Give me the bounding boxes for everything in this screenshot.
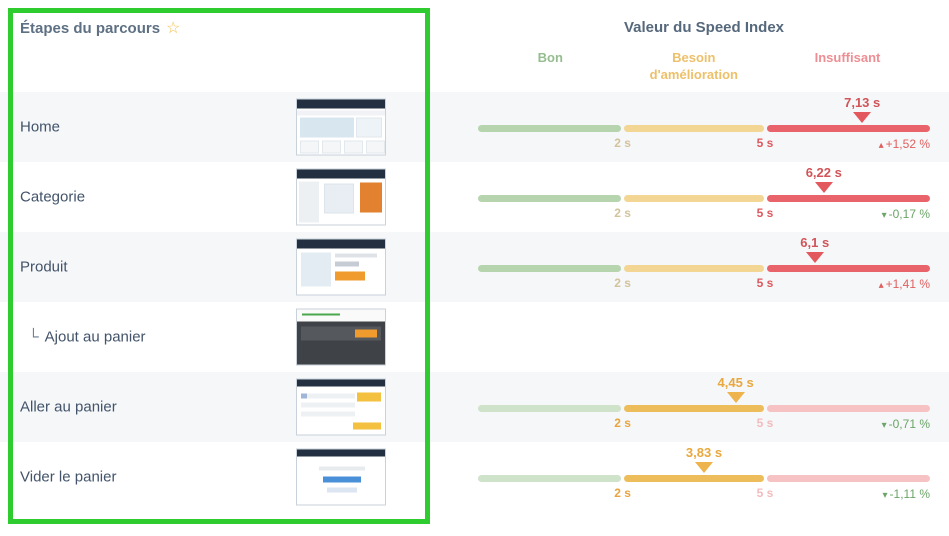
journey-rows: Home 7,13 s 2 s 5 s ▴ +1,52 % Categorie (0, 92, 949, 512)
marker-triangle-icon (805, 252, 824, 263)
step-label: Produit (20, 258, 68, 276)
step-label: Vider le panier (20, 468, 117, 486)
gauge-bar (478, 405, 931, 412)
page-thumbnail[interactable] (296, 98, 386, 156)
speed-index-value: 6,22 s (805, 165, 842, 180)
tick-2s: 2 s (614, 486, 631, 500)
speed-index-value: 3,83 s (685, 445, 723, 460)
segment-insufficient (767, 405, 931, 412)
zone-label-insufficient: Insuffisant (814, 50, 881, 65)
journey-row-aller-au-panier: Aller au panier 4,45 s 2 s 5 s ▾ -0,71 % (0, 372, 949, 442)
segment-good (478, 125, 621, 132)
tick-2s: 2 s (614, 206, 631, 220)
page-thumbnail[interactable] (296, 308, 386, 366)
trend-down-icon: ▾ (881, 210, 887, 221)
tick-5s: 5 s (756, 136, 774, 150)
segment-insufficient (767, 125, 931, 132)
marker-triangle-icon (726, 392, 745, 403)
tick-2s: 2 s (614, 136, 631, 150)
trend-down-icon: ▾ (881, 420, 887, 431)
gauge-bar (478, 265, 931, 272)
speed-index-gauge: 6,22 s 2 s 5 s ▾ -0,17 % (478, 165, 931, 229)
speed-index-value: 6,1 s (800, 235, 830, 250)
tick-5s: 5 s (756, 416, 774, 430)
threshold-zone-labels: Bon Besoin d'amélioration Insuffisant (478, 50, 930, 84)
step-label: Home (20, 118, 61, 136)
tick-5s: 5 s (756, 276, 774, 290)
step-label: Categorie (20, 188, 86, 206)
tick-2s: 2 s (614, 276, 631, 290)
speed-index-gauge: 7,13 s 2 s 5 s ▴ +1,52 % (478, 95, 931, 159)
trend-value: -0,17 % (888, 207, 930, 221)
journey-row-vider-le-panier: Vider le panier 3,83 s 2 s 5 s ▾ -1,11 % (0, 442, 949, 512)
gauge-bar (478, 195, 931, 202)
segment-good (478, 405, 621, 412)
journey-row-produit: Produit 6,1 s 2 s 5 s ▴ +1,41 % (0, 232, 949, 302)
step-label: └ Ajout au panier (28, 328, 146, 346)
zone-label-good: Bon (537, 50, 563, 65)
speed-index-gauge: 4,45 s 2 s 5 s ▾ -0,71 % (478, 375, 931, 439)
speed-index-gauge: 3,83 s 2 s 5 s ▾ -1,11 % (478, 445, 931, 509)
segment-insufficient (767, 475, 931, 482)
journey-row-categorie: Categorie 6,22 s 2 s 5 s ▾ -0,17 % (0, 162, 949, 232)
tick-5s: 5 s (756, 486, 774, 500)
tick-5s: 5 s (756, 206, 774, 220)
segment-insufficient (767, 195, 931, 202)
segment-insufficient (767, 265, 931, 272)
trend-delta: ▾ -0,71 % (882, 417, 930, 431)
journey-row-ajout-au-panier: └ Ajout au panier (0, 302, 949, 372)
segment-needs-improvement (623, 125, 765, 132)
journey-row-home: Home 7,13 s 2 s 5 s ▴ +1,52 % (0, 92, 949, 162)
marker-triangle-icon (814, 182, 833, 193)
trend-delta: ▴ +1,52 % (879, 137, 930, 151)
segment-good (478, 265, 621, 272)
gauge-bar (478, 475, 931, 482)
segment-good (478, 475, 621, 482)
marker-triangle-icon (853, 112, 872, 123)
speed-index-value: 4,45 s (717, 375, 754, 390)
trend-delta: ▾ -1,11 % (883, 487, 931, 501)
segment-needs-improvement (623, 405, 765, 412)
segment-needs-improvement (623, 475, 765, 482)
sub-step-elbow-icon: └ (28, 328, 39, 346)
step-label: Aller au panier (20, 398, 117, 416)
trend-delta: ▴ +1,41 % (879, 277, 930, 291)
speed-index-title: Valeur du Speed Index (623, 19, 785, 36)
trend-value: -0,71 % (888, 417, 930, 431)
trend-value: +1,52 % (885, 137, 930, 151)
trend-value: +1,41 % (885, 277, 930, 291)
tick-2s: 2 s (614, 416, 631, 430)
trend-delta: ▾ -0,17 % (882, 207, 930, 221)
segment-good (478, 195, 621, 202)
trend-down-icon: ▾ (882, 490, 888, 501)
speed-index-gauge: 6,1 s 2 s 5 s ▴ +1,41 % (478, 235, 931, 299)
trend-value: -1,11 % (889, 487, 930, 501)
marker-triangle-icon (695, 462, 713, 473)
page-thumbnail[interactable] (296, 378, 386, 436)
page-thumbnail[interactable] (296, 168, 386, 226)
page-thumbnail[interactable] (296, 448, 386, 506)
speed-index-value: 7,13 s (844, 95, 881, 110)
zone-label-needs-improvement: Besoin d'amélioration (649, 50, 738, 82)
gauge-bar (478, 125, 931, 132)
star-favorite-icon[interactable]: ☆ (166, 20, 181, 37)
segment-needs-improvement (623, 265, 765, 272)
page-thumbnail[interactable] (296, 238, 386, 296)
journey-steps-title: Étapes du parcours (20, 20, 161, 37)
segment-needs-improvement (623, 195, 765, 202)
trend-up-icon: ▴ (878, 140, 884, 151)
journey-steps-header: Étapes du parcours ☆ (20, 18, 180, 38)
trend-up-icon: ▴ (878, 280, 884, 291)
